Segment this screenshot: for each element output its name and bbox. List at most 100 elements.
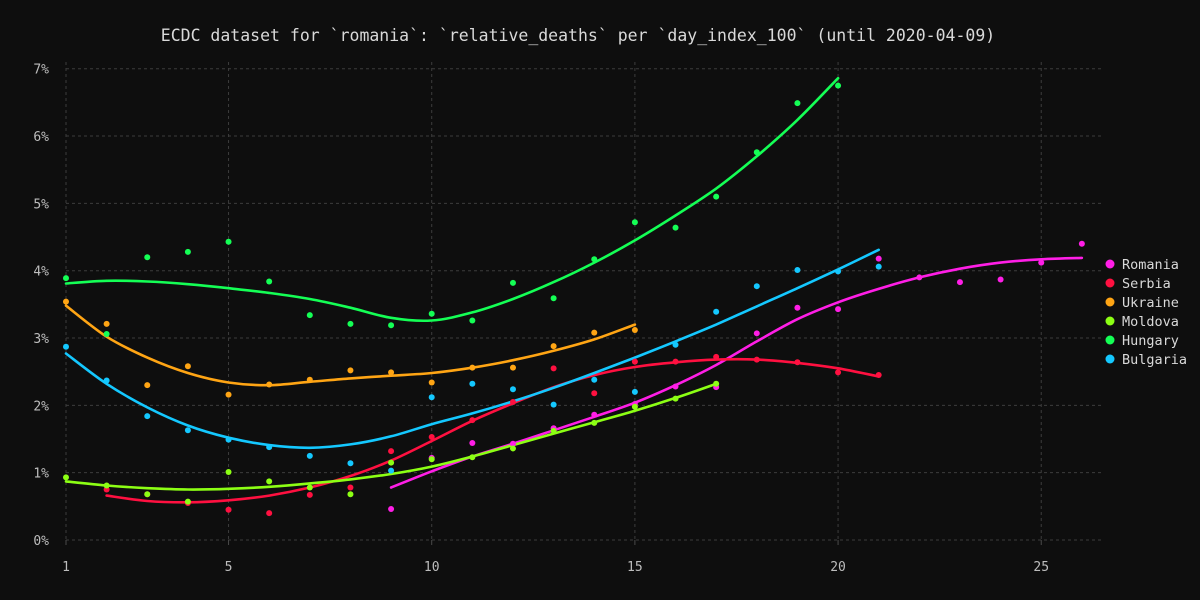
- legend-item-romania[interactable]: Romania: [1105, 257, 1179, 273]
- data-point-romania: [1038, 259, 1045, 266]
- legend-label: Moldova: [1122, 314, 1179, 330]
- legend-label: Romania: [1122, 257, 1179, 273]
- x-tick-label: 25: [1033, 560, 1049, 575]
- data-point-moldova: [428, 456, 435, 463]
- data-point-romania: [388, 506, 395, 513]
- data-point-bulgaria: [144, 413, 151, 420]
- y-tick-label: 2%: [33, 399, 49, 414]
- data-point-ukraine: [631, 326, 638, 333]
- y-tick-label: 0%: [33, 534, 49, 549]
- y-tick-label: 7%: [33, 63, 49, 78]
- data-point-hungary: [794, 100, 801, 107]
- data-point-moldova: [388, 459, 395, 466]
- x-tick-label: 1: [62, 560, 70, 575]
- data-point-moldova: [631, 403, 638, 410]
- data-point-romania: [1078, 240, 1085, 247]
- data-point-hungary: [63, 275, 69, 282]
- legend-item-bulgaria[interactable]: Bulgaria: [1105, 352, 1188, 368]
- data-point-serbia: [347, 484, 354, 491]
- data-point-bulgaria: [225, 436, 232, 443]
- legend-swatch: [1105, 354, 1115, 364]
- data-point-serbia: [428, 433, 435, 440]
- data-point-moldova: [550, 427, 557, 434]
- data-point-bulgaria: [794, 267, 801, 274]
- trend-line-romania: [389, 256, 1084, 489]
- data-point-ukraine: [306, 376, 313, 383]
- legend-item-ukraine[interactable]: Ukraine: [1105, 295, 1179, 311]
- data-point-hungary: [306, 312, 313, 319]
- data-point-ukraine: [428, 379, 435, 386]
- legend-label: Bulgaria: [1122, 352, 1187, 368]
- y-tick-label: 1%: [33, 467, 49, 482]
- data-point-romania: [794, 304, 801, 311]
- data-point-bulgaria: [103, 377, 110, 384]
- legend-item-moldova[interactable]: Moldova: [1105, 314, 1179, 330]
- data-point-ukraine: [509, 364, 516, 371]
- data-point-bulgaria: [63, 343, 69, 350]
- data-point-ukraine: [469, 364, 476, 371]
- data-point-serbia: [631, 358, 638, 365]
- data-point-moldova: [306, 484, 313, 491]
- data-point-ukraine: [388, 369, 395, 376]
- legend-swatch: [1105, 278, 1115, 288]
- data-point-serbia: [875, 372, 882, 379]
- data-point-moldova: [713, 380, 720, 387]
- data-point-romania: [916, 274, 923, 281]
- data-point-hungary: [347, 320, 354, 327]
- y-tick-label: 6%: [33, 130, 49, 145]
- data-point-romania: [835, 306, 842, 313]
- legend-swatch: [1105, 316, 1115, 326]
- data-point-hungary: [550, 295, 557, 302]
- data-point-moldova: [63, 474, 69, 481]
- data-point-romania: [591, 411, 598, 418]
- data-point-bulgaria: [388, 467, 395, 474]
- data-point-hungary: [103, 330, 110, 337]
- legend-item-hungary[interactable]: Hungary: [1105, 333, 1179, 349]
- data-point-serbia: [835, 369, 842, 376]
- data-point-moldova: [591, 419, 598, 426]
- trend-line-hungary: [64, 76, 840, 323]
- data-point-hungary: [591, 256, 598, 263]
- data-point-ukraine: [184, 363, 191, 370]
- legend-swatch: [1105, 297, 1115, 307]
- trend-line-bulgaria: [64, 248, 880, 450]
- data-point-serbia: [591, 390, 598, 397]
- trend-line-moldova: [64, 382, 718, 491]
- trend-line-serbia: [105, 357, 880, 504]
- legend-label: Hungary: [1122, 333, 1179, 349]
- legend-swatch: [1105, 335, 1115, 345]
- data-point-serbia: [672, 358, 679, 365]
- legend-item-serbia[interactable]: Serbia: [1105, 276, 1171, 292]
- data-point-bulgaria: [469, 380, 476, 387]
- data-point-romania: [672, 383, 679, 390]
- data-point-moldova: [672, 395, 679, 402]
- data-point-serbia: [388, 448, 395, 455]
- trend-line-ukraine: [64, 304, 637, 387]
- chart-title: ECDC dataset for `romania`: `relative_de…: [161, 26, 995, 45]
- y-tick-label: 4%: [33, 265, 49, 280]
- data-point-moldova: [184, 498, 191, 505]
- data-point-hungary: [144, 254, 151, 261]
- axes: 1 5 10 15 20 250%1%2%3%4%5%6%7%: [33, 63, 1049, 575]
- data-point-moldova: [225, 469, 232, 476]
- y-tick-label: 5%: [33, 197, 49, 212]
- x-tick-label: 10: [424, 560, 440, 575]
- data-point-bulgaria: [713, 308, 720, 315]
- data-point-romania: [509, 440, 516, 447]
- data-point-serbia: [469, 417, 476, 424]
- data-point-romania: [875, 255, 882, 262]
- data-point-bulgaria: [875, 263, 882, 270]
- y-tick-label: 3%: [33, 332, 49, 347]
- legend[interactable]: Romania Serbia Ukraine Moldova Hungary Bulgar…: [1105, 257, 1188, 368]
- data-point-romania: [997, 276, 1004, 283]
- data-point-moldova: [266, 478, 273, 485]
- x-tick-label: 20: [830, 560, 846, 575]
- data-point-serbia: [225, 506, 232, 513]
- data-point-serbia: [266, 510, 273, 517]
- data-point-serbia: [713, 353, 720, 360]
- data-point-ukraine: [266, 381, 273, 388]
- data-point-hungary: [469, 317, 476, 324]
- trend-lines: [64, 76, 1084, 504]
- data-points: [63, 82, 1085, 517]
- data-point-romania: [469, 440, 476, 447]
